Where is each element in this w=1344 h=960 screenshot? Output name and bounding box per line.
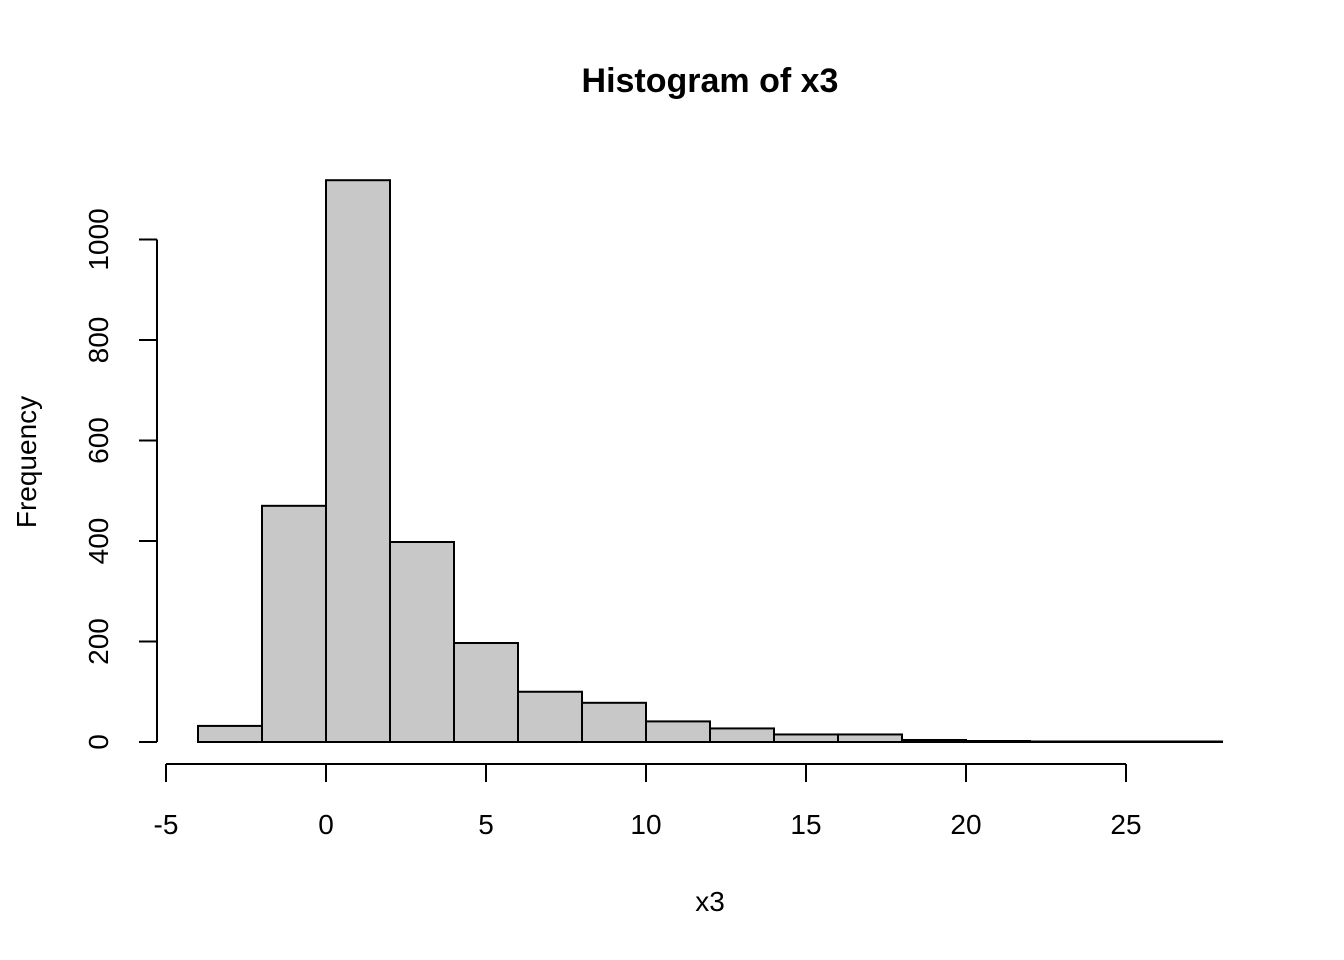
x-axis: -5 0 5 10 15 20 25	[154, 763, 1142, 840]
y-tick-label-1000: 1000	[83, 208, 114, 270]
histogram-bar-9	[773, 733, 839, 744]
histogram-bar-4	[453, 642, 519, 744]
x-tick-label-0: 0	[318, 809, 334, 840]
histogram-bar-1	[261, 504, 327, 744]
x-tick-label--5: -5	[154, 809, 179, 840]
histogram-bar-0	[197, 724, 263, 743]
y-tick-label-600: 600	[83, 417, 114, 464]
chart-title: Histogram of x3	[582, 62, 839, 100]
y-axis: 0 200 400 600 800 1000	[83, 208, 158, 750]
x-tick-label-5: 5	[478, 809, 494, 840]
histogram-bar-13	[1029, 740, 1095, 743]
x-tick-label-20: 20	[950, 809, 981, 840]
histogram-bar-11	[901, 738, 967, 743]
histogram-bar-10	[837, 733, 903, 744]
histogram-bar-5	[517, 690, 583, 743]
y-tick-label-400: 400	[83, 518, 114, 565]
y-axis-label: Frequency	[11, 396, 42, 528]
y-tick-label-200: 200	[83, 618, 114, 665]
histogram-bar-12	[965, 739, 1031, 743]
histogram-bar-8	[709, 727, 775, 743]
histogram-bar-6	[581, 701, 647, 743]
histogram-bar-2	[325, 179, 391, 743]
histogram-bar-7	[645, 720, 711, 744]
y-tick-label-800: 800	[83, 317, 114, 364]
histogram-bar-14	[1093, 740, 1159, 743]
x-tick-label-25: 25	[1110, 809, 1141, 840]
x-tick-label-15: 15	[790, 809, 821, 840]
histogram-bar-15	[1157, 740, 1223, 743]
histogram-bar-3	[389, 541, 455, 743]
y-tick-label-0: 0	[83, 734, 114, 750]
histogram-bars	[197, 179, 1223, 744]
x-axis-label: x3	[695, 886, 725, 917]
x-tick-label-10: 10	[630, 809, 661, 840]
